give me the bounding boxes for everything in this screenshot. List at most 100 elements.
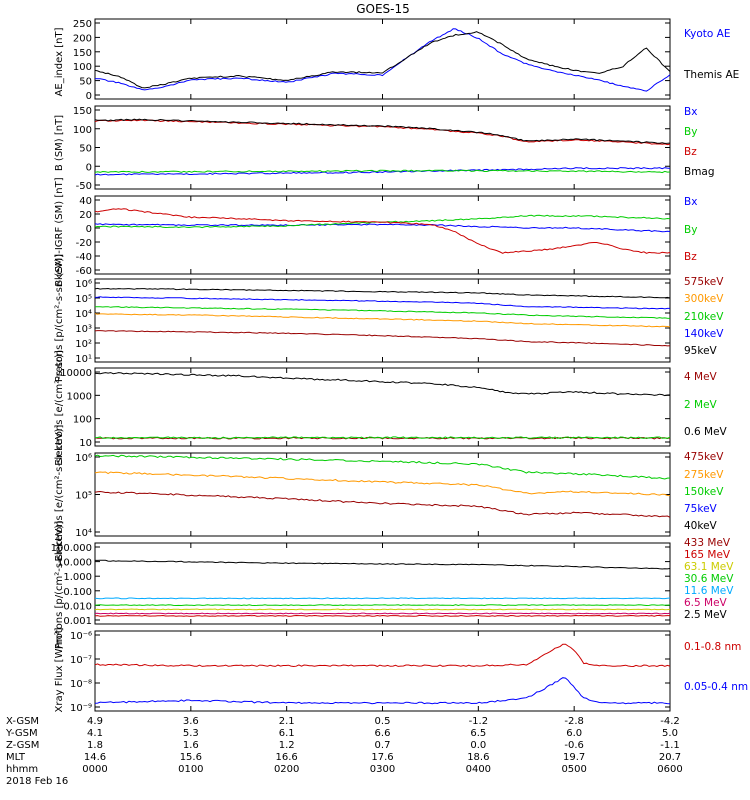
legend-entry: 4 MeV <box>684 371 718 383</box>
plot-title: GOES-15 <box>356 2 410 16</box>
x-row-value: 14.6 <box>84 752 106 763</box>
legend-entry: Bx <box>684 196 697 208</box>
x-row-value: 2.1 <box>279 716 295 727</box>
series-line-0-05-0-4-nm <box>94 677 671 705</box>
x-row-value: 19.7 <box>563 752 585 763</box>
x-row-value: -4.2 <box>660 716 680 727</box>
y-tick-label: 100 <box>73 62 92 73</box>
y-axis-label: Protons [p/(cm²-s-sr-keV)] <box>54 254 65 382</box>
panel-1: 250 200 150 100 50 0 AE_index [nT] Kyoto AE Them… <box>54 18 739 102</box>
panel-7: 100.000 10.000 1.000 0.100 0.010 0.001Protons… <box>51 521 735 649</box>
x-row-value: 18.6 <box>467 752 489 763</box>
series-line-275kev <box>94 471 671 497</box>
x-row-value: -2.8 <box>564 716 584 727</box>
series-line-by <box>94 169 671 174</box>
y-tick-label: 0 <box>86 91 92 102</box>
x-row-value: 1.8 <box>87 740 103 751</box>
series-line-300kev <box>94 313 671 328</box>
y-tick-label: 100 <box>73 415 92 426</box>
y-tick-label: 10⁵ <box>75 491 92 502</box>
y-tick-label: -60 <box>76 266 92 277</box>
y-axis-label: Electrons [e/(cm²-s-sr)] <box>54 350 65 466</box>
legend-entry: 0.05-0.4 nm <box>684 681 748 693</box>
y-tick-label: 10⁻⁶ <box>70 631 92 642</box>
series-line-2-mev <box>94 436 671 439</box>
y-axis-label: Xray Flux [W/m²] <box>54 627 65 712</box>
legend-entry: 95keV <box>684 345 718 357</box>
legend-entry: 0.6 MeV <box>684 426 728 438</box>
y-axis-label: AE_index [nT] <box>54 27 65 96</box>
y-tick-label: 10⁶ <box>75 279 92 290</box>
legend-entry: Kyoto AE <box>684 28 730 40</box>
series-line-bx <box>94 167 671 176</box>
series-line-140kev <box>94 296 670 310</box>
y-tick-label: 10⁵ <box>75 294 92 305</box>
x-row-value: 16.6 <box>276 752 298 763</box>
y-tick-label: 40 <box>79 196 92 207</box>
legend-entry: By <box>684 224 697 236</box>
x-row-value: 17.6 <box>371 752 393 763</box>
legend-entry: 210keV <box>684 311 724 323</box>
y-tick-label: 100 <box>73 125 92 136</box>
y-tick-label: 0.010 <box>63 601 92 612</box>
legend-entry: 75keV <box>684 503 718 515</box>
legend-entry: 575keV <box>684 276 724 288</box>
y-axis-label: B (SM) [nT] <box>54 115 65 171</box>
x-row-label: MLT <box>6 752 26 763</box>
series-line-bz <box>94 208 671 254</box>
y-tick-label: 1000 <box>67 391 92 402</box>
series-line-165-mev <box>94 614 670 617</box>
series-line-bx <box>94 223 671 233</box>
x-row-label: Z-GSM <box>6 740 39 751</box>
y-tick-label: 10⁴ <box>75 528 92 539</box>
x-row-value: 3.6 <box>183 716 199 727</box>
legend-entry: 40keV <box>684 520 718 532</box>
series-line-6-5-mev <box>94 612 671 615</box>
legend-entry: 11.6 MeV <box>684 585 734 597</box>
x-row-value: 0500 <box>561 764 586 775</box>
legend-entry: Themis AE <box>683 69 739 81</box>
x-row-value: 5.0 <box>662 728 678 739</box>
y-tick-label: 0.100 <box>63 587 92 598</box>
panel-6: 10⁶ 10⁵ 10⁴ Electrons [e/(cm²-s-sr-keV)] 475… <box>54 424 724 561</box>
x-row-value: 6.0 <box>566 728 582 739</box>
y-tick-label: -40 <box>76 252 92 263</box>
x-row-value: 6.5 <box>470 728 486 739</box>
series-line-0-1-0-8-nm <box>94 643 671 668</box>
panel-2: 150 100 50 0 -50 B (SM) [nT] Bx By Bz Bmag <box>54 105 715 192</box>
x-row-value: 6.6 <box>375 728 391 739</box>
date-label: 2018 Feb 16 <box>6 776 68 787</box>
y-tick-label: 50 <box>79 144 92 155</box>
legend-entry: 2 MeV <box>684 399 718 411</box>
x-row-value: 1.6 <box>183 740 199 751</box>
legend-entry: 150keV <box>684 486 724 498</box>
x-row-value: 20.7 <box>659 752 681 763</box>
x-row-value: 0000 <box>82 764 107 775</box>
x-row-value: 0.0 <box>470 740 486 751</box>
y-tick-label: 10 <box>79 438 92 449</box>
y-tick-label: 150 <box>73 106 92 117</box>
legend-entry: 165 MeV <box>684 549 731 561</box>
x-row-value: 0300 <box>370 764 395 775</box>
y-tick-label: 0 <box>86 162 92 173</box>
y-tick-label: 10000 <box>60 368 92 379</box>
y-tick-label: 10³ <box>75 324 92 335</box>
legend-entry: 0.1-0.8 nm <box>684 641 741 653</box>
y-tick-label: 0 <box>86 224 92 235</box>
x-row-value: 1.2 <box>279 740 295 751</box>
x-row-label: Y-GSM <box>5 728 38 739</box>
series-line-575kev <box>94 330 671 347</box>
y-axis-label: B (SM)-IGRF (SM) [nT] <box>54 177 65 286</box>
y-axis-label: Electrons [e/(cm²-s-sr-keV)] <box>54 424 65 561</box>
legend-entry: By <box>684 126 697 138</box>
x-row-value: 5.3 <box>183 728 199 739</box>
legend-entry: 475keV <box>684 451 724 463</box>
y-tick-label: 150 <box>73 48 92 59</box>
x-row-value: -0.6 <box>564 740 584 751</box>
y-tick-label: 10⁻⁷ <box>70 655 92 666</box>
legend-entry: Bz <box>684 251 697 263</box>
legend-entry: Bx <box>684 106 697 118</box>
y-tick-label: 20 <box>79 210 92 221</box>
y-axis-label: Protons [p/(cm²-s-sr-keV)] <box>54 521 65 649</box>
